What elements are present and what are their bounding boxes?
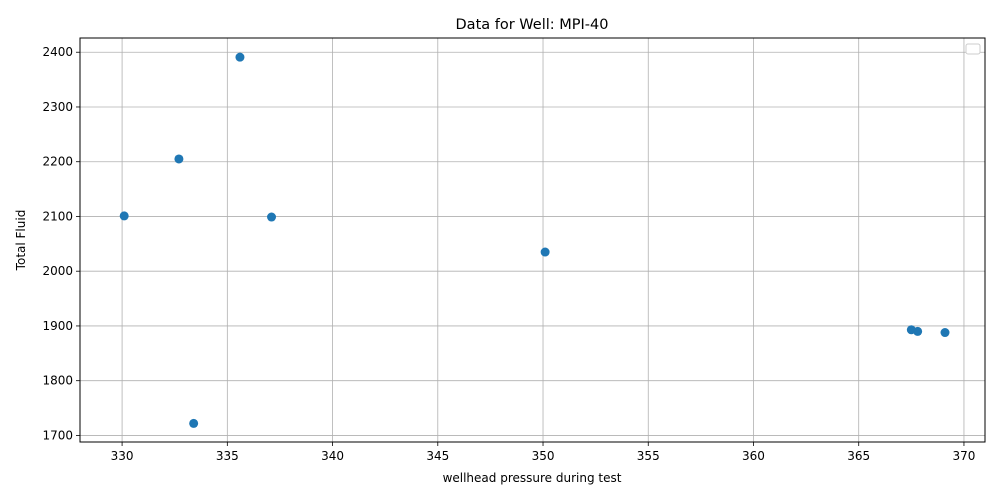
data-point: [267, 212, 277, 222]
x-tick-label: 345: [426, 449, 449, 463]
y-axis-label: Total Fluid: [14, 210, 28, 272]
y-tick-label: 2400: [42, 45, 73, 59]
grid: [80, 38, 985, 442]
y-tick-label: 1900: [42, 319, 73, 333]
x-axis-label: wellhead pressure during test: [443, 471, 622, 485]
chart-title: Data for Well: MPI-40: [456, 17, 609, 33]
x-tick-label: 335: [216, 449, 239, 463]
y-tick-label: 1700: [42, 428, 73, 442]
x-tick-label: 365: [847, 449, 870, 463]
y-tick-label: 1800: [42, 374, 73, 388]
x-axis-ticks: 330 335 340 345 350 355 360 365 370: [111, 442, 976, 463]
x-tick-label: 340: [321, 449, 344, 463]
data-point: [189, 418, 199, 428]
x-tick-label: 360: [742, 449, 765, 463]
y-axis-ticks: 1700 1800 1900 2000 2100 2200 2300 2400: [42, 45, 80, 442]
x-tick-label: 355: [637, 449, 660, 463]
x-tick-label: 350: [532, 449, 555, 463]
data-point: [940, 328, 950, 338]
x-tick-label: 330: [111, 449, 134, 463]
data-point: [235, 52, 245, 62]
data-point: [119, 211, 129, 221]
y-tick-label: 2200: [42, 155, 73, 169]
data-points: [119, 52, 950, 428]
y-tick-label: 2000: [42, 264, 73, 278]
data-point: [913, 326, 923, 336]
y-tick-label: 2100: [42, 209, 73, 223]
y-tick-label: 2300: [42, 100, 73, 114]
data-point: [174, 154, 184, 164]
plot-frame: [79, 37, 986, 443]
x-tick-label: 370: [953, 449, 976, 463]
data-point: [540, 247, 550, 257]
legend-box: [965, 43, 981, 55]
